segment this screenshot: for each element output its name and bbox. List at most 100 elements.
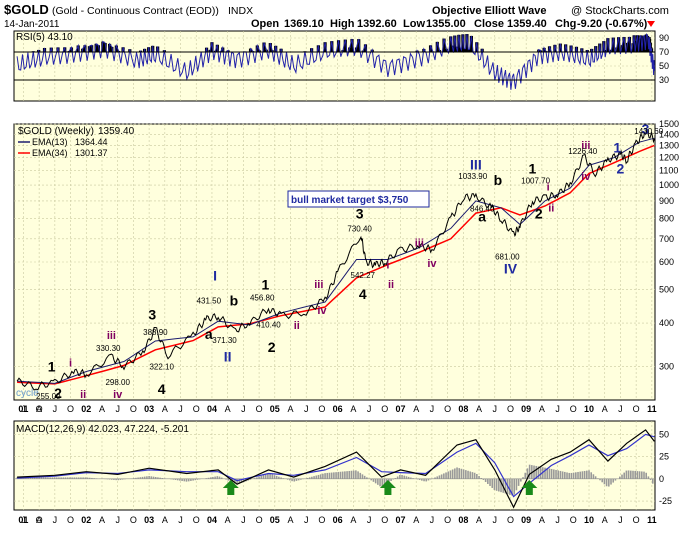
macd-histogram-bar xyxy=(331,473,333,479)
macd-histogram-bar xyxy=(366,477,368,478)
macd-histogram-bar xyxy=(282,478,284,479)
x-tick-label: A xyxy=(99,515,105,525)
wave-label: b xyxy=(494,172,503,188)
macd-histogram-bar xyxy=(313,476,315,479)
x-tick-label: A xyxy=(288,515,294,525)
macd-histogram-bar xyxy=(412,478,414,479)
wave-label: i xyxy=(386,259,389,271)
x-tick-label: 03 xyxy=(144,404,154,414)
macd-tick-label: 0 xyxy=(659,474,664,484)
macd-histogram-bar xyxy=(340,472,342,479)
macd-histogram-bar xyxy=(623,473,625,479)
macd-histogram-bar xyxy=(179,479,181,481)
macd-histogram-bar xyxy=(307,478,309,479)
macd-histogram-bar xyxy=(491,479,493,488)
ohlc-high-label: High xyxy=(330,18,355,30)
macd-histogram-bar xyxy=(159,478,161,479)
macd-histogram-bar xyxy=(69,477,71,478)
macd-histogram-bar xyxy=(575,472,577,479)
macd-histogram-bar xyxy=(58,477,60,478)
x-tick-label: 01 xyxy=(18,404,28,414)
x-tick-label: 06 xyxy=(333,404,343,414)
macd-histogram-bar xyxy=(186,479,188,482)
price-legend-title: $GOLD (Weekly) xyxy=(18,126,94,137)
x-tick-label: A xyxy=(162,515,168,525)
macd-histogram-bar xyxy=(628,470,630,478)
ema34-legend-value: 1301.37 xyxy=(75,148,108,158)
wave-label: 542.27 xyxy=(351,271,376,280)
macd-histogram-bar xyxy=(173,479,175,480)
macd-histogram-bar xyxy=(395,478,397,479)
macd-histogram-bar xyxy=(652,479,654,484)
macd-histogram-bar xyxy=(355,470,357,478)
macd-histogram-bar xyxy=(296,479,298,481)
rsi-tick-label: 30 xyxy=(659,75,669,85)
macd-histogram-bar xyxy=(175,479,177,480)
x-tick-label: O xyxy=(318,515,325,525)
wave-label: i xyxy=(69,357,72,369)
price-tick-label: 900 xyxy=(659,196,674,206)
ohlc-low-value: 1355.00 xyxy=(426,18,466,30)
chart-header: $GOLD (Gold - Continuous Contract (EOD))… xyxy=(4,2,669,30)
x-tick-label: 04 xyxy=(207,515,217,525)
macd-histogram-bar xyxy=(122,479,124,480)
macd-histogram-bar xyxy=(192,479,194,481)
macd-histogram-bar xyxy=(593,474,595,479)
macd-histogram-bar xyxy=(287,479,289,480)
brand-label: Objective Elliott Wave xyxy=(432,5,547,17)
ema13-legend-name: EMA(13) xyxy=(32,137,68,147)
macd-histogram-bar xyxy=(599,479,601,480)
x-tick-label: J xyxy=(493,515,498,525)
macd-histogram-bar xyxy=(190,479,192,481)
x-tick-label: A xyxy=(413,404,419,414)
x-tick-label: 08 xyxy=(458,515,468,525)
x-tick-label: A xyxy=(539,515,545,525)
macd-histogram-bar xyxy=(450,470,452,478)
macd-histogram-bar xyxy=(397,477,399,479)
wave-label: 2 xyxy=(617,160,625,176)
macd-histogram-bar xyxy=(137,477,139,478)
price-tick-label: 500 xyxy=(659,284,674,294)
ohlc-high-value: 1392.60 xyxy=(357,18,397,30)
x-tick-label: 02 xyxy=(81,404,91,414)
macd-histogram-bar xyxy=(463,469,465,478)
macd-histogram-bar xyxy=(520,479,522,482)
x-tick-label: 05 xyxy=(270,515,280,525)
macd-histogram-bar xyxy=(430,479,432,480)
wave-label: 388.90 xyxy=(143,328,168,337)
x-tick-label: J xyxy=(304,404,309,414)
x-tick-label: O xyxy=(444,515,451,525)
macd-histogram-bar xyxy=(155,477,157,479)
macd-histogram-bar xyxy=(293,479,295,482)
wave-label: 431.50 xyxy=(197,297,222,306)
macd-histogram-bar xyxy=(43,477,45,478)
macd-histogram-bar xyxy=(135,478,137,479)
macd-histogram-bar xyxy=(362,474,364,478)
macd-histogram-bar xyxy=(74,477,76,478)
wave-label: 410.40 xyxy=(256,321,281,330)
x-tick-label: 11 xyxy=(647,404,657,414)
macd-histogram-bar xyxy=(278,477,280,479)
x-tick-label: O xyxy=(633,404,640,414)
macd-histogram-bar xyxy=(65,477,67,478)
wave-label: 3 xyxy=(148,306,156,322)
macd-histogram-bar xyxy=(210,477,212,478)
x-tick-label: O xyxy=(67,515,74,525)
x-tick-label: 07 xyxy=(395,515,405,525)
macd-histogram-bar xyxy=(164,478,166,479)
macd-histogram-bar xyxy=(214,477,216,479)
macd-histogram-bar xyxy=(274,475,276,479)
macd-histogram-bar xyxy=(577,472,579,479)
wave-label: iv xyxy=(581,171,591,183)
macd-histogram-bar xyxy=(199,479,201,480)
x-tick-label: A xyxy=(36,404,42,414)
macd-histogram-bar xyxy=(184,479,186,481)
macd-histogram-bar xyxy=(586,471,588,479)
ohlc-open-value: 1369.10 xyxy=(284,18,324,30)
macd-histogram-bar xyxy=(621,475,623,479)
macd-histogram-bar xyxy=(49,477,51,478)
macd-histogram-bar xyxy=(573,473,575,479)
